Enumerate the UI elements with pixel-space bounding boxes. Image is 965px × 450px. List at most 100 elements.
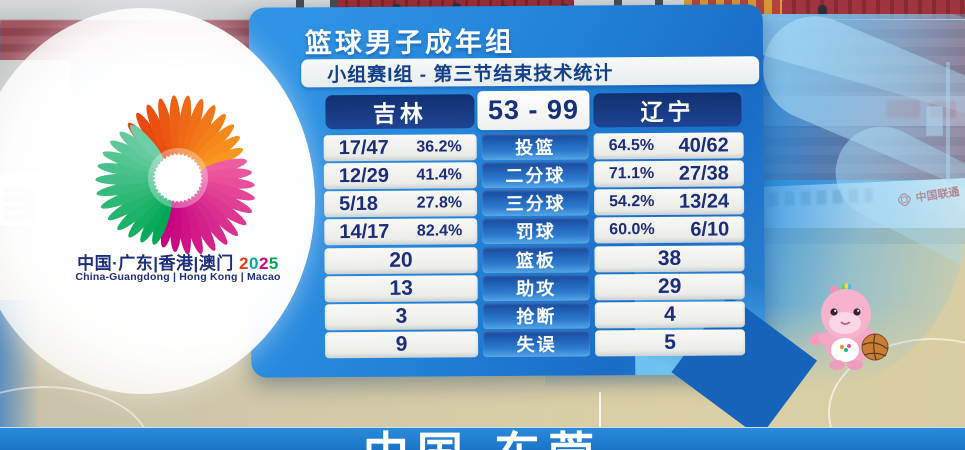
logo-petal xyxy=(129,124,164,162)
logo-petal xyxy=(140,197,168,243)
mascot-eye-glint xyxy=(857,309,860,312)
logo-petal xyxy=(198,147,243,170)
away-rebounds-cell: 38 xyxy=(594,245,745,273)
home-steals: 3 xyxy=(395,304,408,328)
court-line xyxy=(599,392,601,428)
logo-petal xyxy=(96,180,156,197)
home-ft-made: 14/17 xyxy=(339,220,390,243)
spectator xyxy=(818,5,827,16)
logo-petal xyxy=(100,184,157,209)
logo-petal xyxy=(119,131,161,165)
home-2pt-cell: 12/29 41.4% xyxy=(323,162,477,190)
away-fg-made: 40/62 xyxy=(678,133,729,157)
mascot-foot xyxy=(829,360,845,370)
away-steals: 4 xyxy=(663,302,676,326)
logo-petal xyxy=(117,192,161,231)
away-3pt-pct: 54.2% xyxy=(609,192,655,211)
games-logo-year: 2025 xyxy=(239,254,279,273)
mascot-arm xyxy=(818,332,834,346)
logo-petal xyxy=(196,135,240,166)
away-3pt-made: 13/24 xyxy=(678,189,730,213)
logo-petal xyxy=(102,151,157,173)
logo-petal xyxy=(97,163,156,178)
away-fg-pct: 64.5% xyxy=(608,136,655,155)
away-rebounds: 38 xyxy=(657,246,682,270)
home-assists-cell: 13 xyxy=(324,275,478,303)
bottom-banner: 中国·东莞 xyxy=(0,427,965,450)
logo-petal xyxy=(187,105,216,158)
away-turnovers: 5 xyxy=(664,330,676,354)
stat-row-ft: 14/17 82.4% 罚球 60.0% 6/10 xyxy=(250,216,764,246)
away-assists: 29 xyxy=(657,274,682,298)
stat-row-steals: 3 抢断 4 xyxy=(251,301,765,331)
logo-petal xyxy=(158,98,175,156)
logo-petal xyxy=(191,196,228,245)
logo-petal xyxy=(200,158,247,175)
event-title: 篮球男子成年组 xyxy=(304,26,516,59)
away-ft-made: 6/10 xyxy=(690,217,730,241)
mascot-snout xyxy=(829,312,861,334)
away-2pt-made: 27/38 xyxy=(678,161,729,185)
away-turnovers-cell: 5 xyxy=(594,329,746,357)
logo-petal xyxy=(194,193,239,237)
home-3pt-pct: 27.8% xyxy=(416,194,463,212)
stat-label: 二分球 xyxy=(481,161,589,189)
mascot-eye xyxy=(853,308,861,316)
home-2pt-pct: 41.4% xyxy=(416,166,462,184)
stat-label: 罚球 xyxy=(482,217,590,245)
stats-panel: 篮球男子成年组 小组赛I组 - 第三节结束技术统计 吉林 53 - 99 辽宁 … xyxy=(248,4,818,438)
logo-petal xyxy=(110,140,158,168)
mascot-emblem xyxy=(847,344,851,348)
home-turnovers: 9 xyxy=(395,332,408,356)
away-ft-cell: 60.0% 6/10 xyxy=(594,216,745,244)
away-fg-cell: 64.5% 40/62 xyxy=(593,132,744,160)
bottom-banner-text: 中国·东莞 xyxy=(0,431,965,450)
logo-petal xyxy=(128,195,164,238)
mascot-eye xyxy=(830,308,838,316)
logo-petal xyxy=(183,199,203,255)
logo-petal xyxy=(187,198,216,251)
stat-row-3pt: 5/18 27.8% 三分球 54.2% 13/24 xyxy=(250,188,764,218)
logo-petal xyxy=(146,104,171,157)
away-2pt-pct: 71.1% xyxy=(608,164,655,183)
games-logo-regions: 中国·广东|香港|澳门 xyxy=(77,254,234,273)
stat-label: 助攻 xyxy=(482,274,590,302)
games-logo-cn-line: 中国·广东|香港|澳门 2025 xyxy=(44,249,312,274)
home-fg-made: 17/47 xyxy=(338,136,389,159)
home-3pt-cell: 5/18 27.8% xyxy=(323,190,478,218)
stat-row-rebounds: 20 篮板 38 xyxy=(250,245,764,275)
home-rebounds-cell: 20 xyxy=(324,247,478,275)
logo-petal xyxy=(177,95,192,156)
stat-row-turnovers: 9 失误 5 xyxy=(251,329,765,359)
basketball-lines xyxy=(862,333,888,361)
home-3pt-made: 5/18 xyxy=(339,192,379,215)
home-steals-cell: 3 xyxy=(324,303,478,331)
home-fg-pct: 36.2% xyxy=(416,138,462,156)
logo-center-glow xyxy=(164,164,192,192)
logo-petal xyxy=(107,188,159,221)
mascot-tuft xyxy=(844,283,849,289)
logo-petal xyxy=(191,113,226,160)
logo-petal xyxy=(152,199,172,245)
away-3pt-cell: 54.2% 13/24 xyxy=(593,188,745,216)
stat-label: 三分球 xyxy=(481,189,590,217)
stat-label: 失误 xyxy=(482,330,591,358)
away-steals-cell: 4 xyxy=(594,301,745,329)
event-subtitle-text: 小组赛I组 - 第三节结束技术统计 xyxy=(327,62,614,86)
mascot-pink-dolphin xyxy=(809,283,889,370)
home-turnovers-cell: 9 xyxy=(324,331,479,359)
home-rebounds: 20 xyxy=(389,248,413,272)
stat-row-fg: 17/47 36.2% 投篮 64.5% 40/62 xyxy=(250,132,764,162)
mascot-foot xyxy=(847,360,863,370)
score-box: 53 - 99 xyxy=(477,90,590,131)
home-team-name: 吉林 xyxy=(325,94,475,130)
home-ft-cell: 14/17 82.4% xyxy=(324,218,478,246)
stat-label: 投篮 xyxy=(481,133,589,161)
mascot-emblem xyxy=(844,348,848,352)
away-assists-cell: 29 xyxy=(594,273,745,301)
logo-petal xyxy=(196,190,247,226)
event-subtitle: 小组赛I组 - 第三节结束技术统计 xyxy=(301,56,760,88)
logo-petal xyxy=(183,98,204,157)
logo-petal xyxy=(194,124,235,163)
